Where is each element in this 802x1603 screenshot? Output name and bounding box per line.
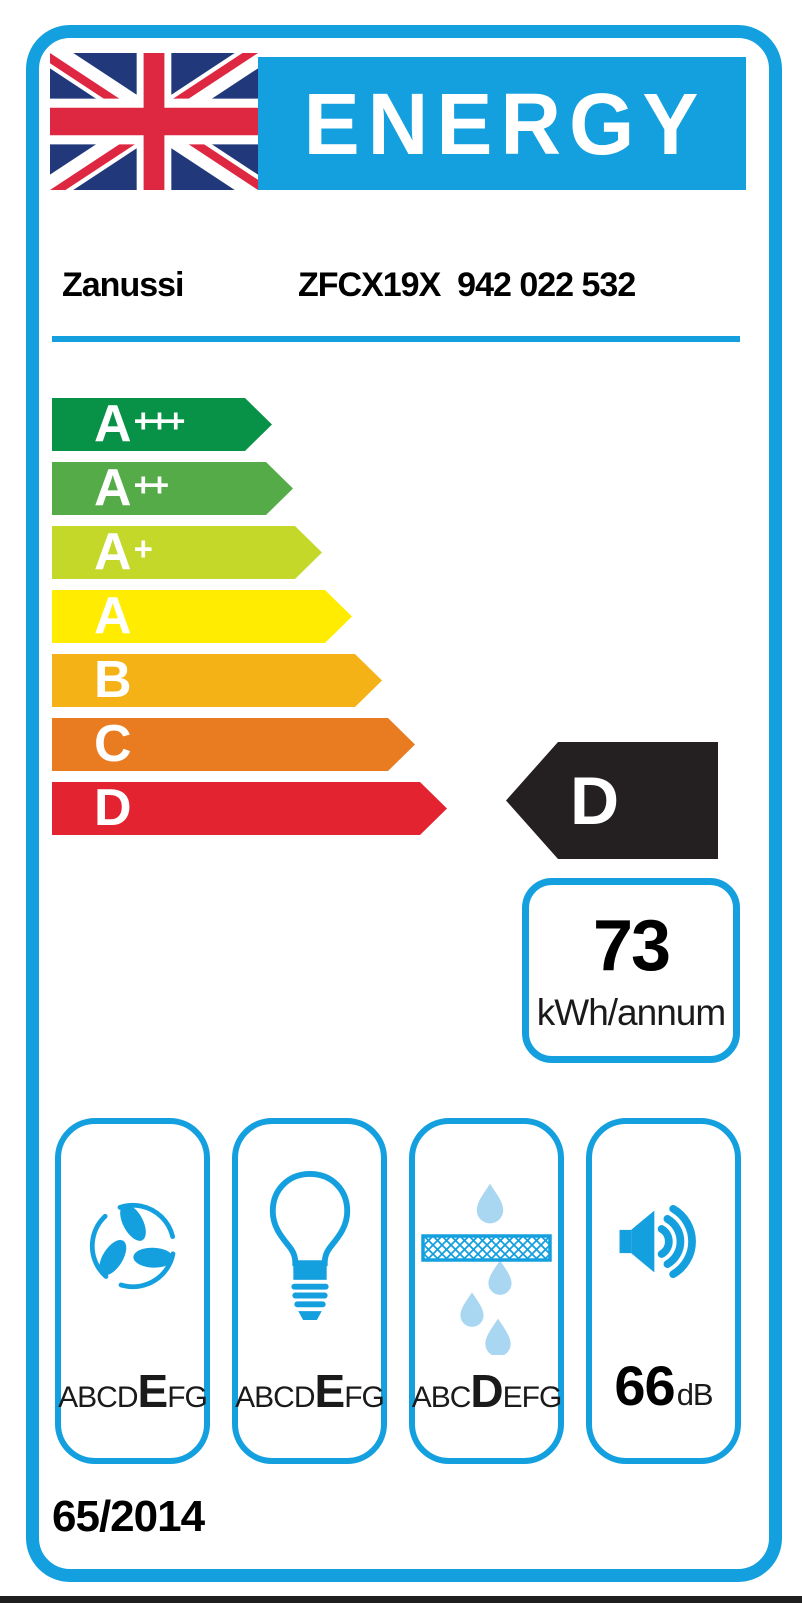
feature-box-fan: ABCDEFG	[55, 1118, 210, 1464]
model-number: ZFCX19X 942 022 532	[298, 266, 636, 304]
energy-class-bar: A ++	[52, 462, 293, 515]
energy-class-suffix: +	[133, 530, 150, 567]
lighting-efficiency-letters: ABCDEFG	[235, 1365, 385, 1417]
feature-boxes: ABCDEFG ABCDEFG	[55, 1118, 741, 1464]
consumption-value: 73	[592, 906, 671, 986]
energy-class-letter: D	[94, 779, 131, 837]
energy-class-letter: C	[94, 715, 131, 773]
fan-icon	[61, 1124, 204, 1368]
energy-scale: A +++ A ++ A + A B C D	[52, 398, 447, 846]
energy-class-bar: A	[52, 590, 352, 643]
energy-class-suffix: +++	[133, 402, 183, 439]
header-divider	[52, 336, 740, 342]
feature-box-grease-filter: ABCDEFG	[409, 1118, 564, 1464]
regulation-number: 65/2014	[52, 1492, 205, 1541]
energy-class-bar: D	[52, 782, 447, 835]
grease-filter-icon	[415, 1124, 558, 1368]
rating-letter: D	[570, 762, 620, 839]
energy-class-letter: A	[94, 395, 131, 453]
lightbulb-icon	[238, 1124, 381, 1368]
energy-class-bar: C	[52, 718, 415, 771]
grease-filter-efficiency-letters: ABCDEFG	[411, 1365, 563, 1417]
feature-box-noise: 66dB	[586, 1118, 741, 1464]
energy-class-letter: B	[94, 651, 131, 709]
energy-class-bar: A +	[52, 526, 322, 579]
speaker-icon	[592, 1124, 735, 1358]
energy-banner-title: ENERGY	[303, 74, 707, 173]
energy-class-letter: A	[94, 587, 131, 645]
fan-efficiency-letters: ABCDEFG	[58, 1365, 208, 1417]
energy-class-bar: B	[52, 654, 382, 707]
consumption-unit: kWh/annum	[536, 992, 726, 1033]
energy-class-bar: A +++	[52, 398, 272, 451]
consumption-box: 73 kWh/annum	[522, 878, 740, 1063]
energy-banner: ENERGY	[258, 57, 746, 190]
bottom-divider	[0, 1596, 802, 1603]
feature-box-lighting: ABCDEFG	[232, 1118, 387, 1464]
energy-class-suffix: ++	[133, 466, 167, 503]
energy-class-letter: A	[94, 523, 131, 581]
uk-flag-icon	[50, 53, 258, 190]
brand-name: Zanussi	[62, 266, 184, 304]
energy-class-letter: A	[94, 459, 131, 517]
brand-row: Zanussi ZFCX19X 942 022 532	[62, 266, 742, 306]
rating-pointer: D	[506, 742, 718, 859]
noise-level-value: 66dB	[614, 1354, 713, 1417]
